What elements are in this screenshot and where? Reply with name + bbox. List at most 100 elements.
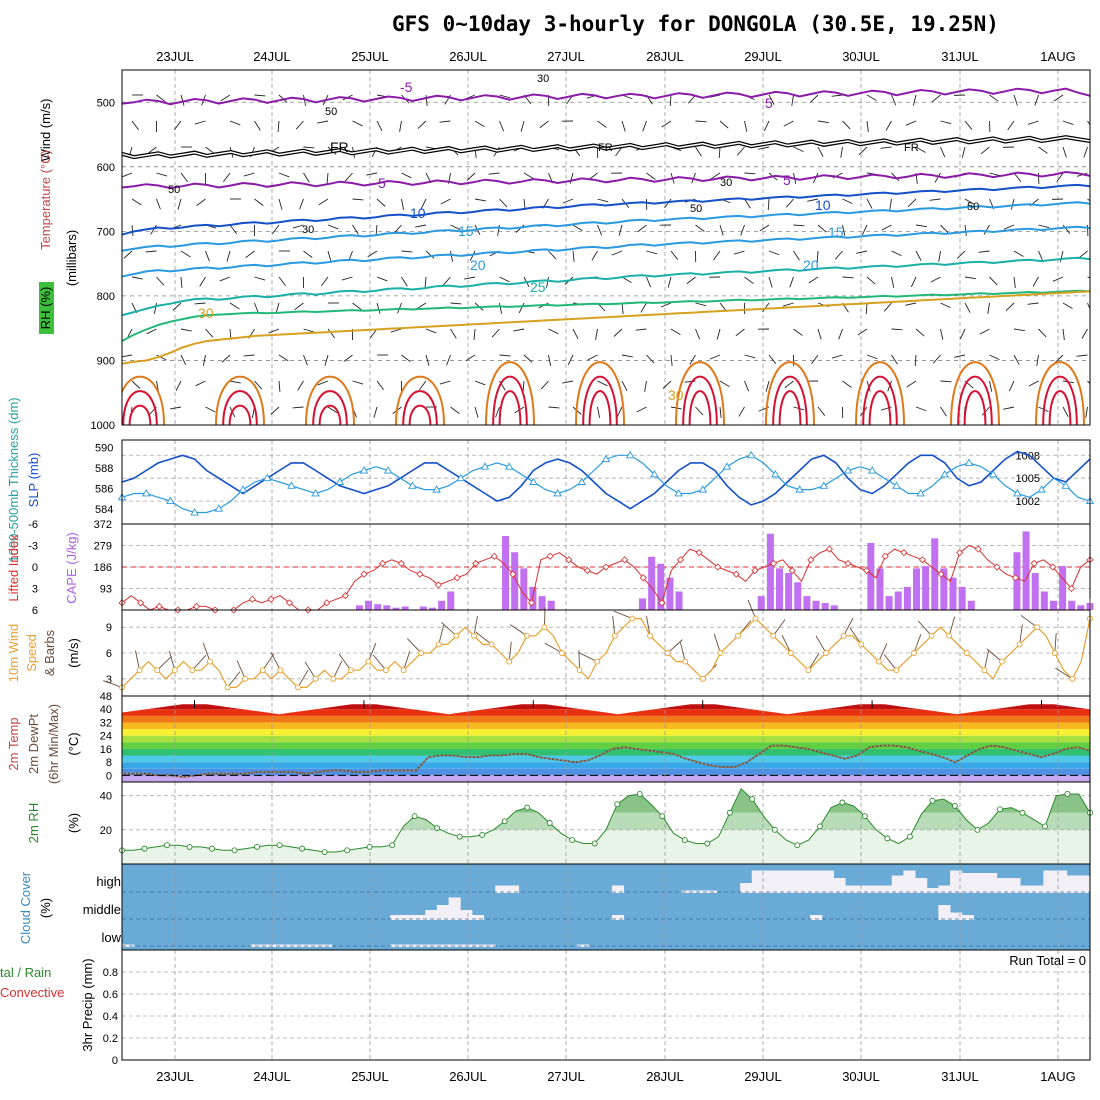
wind-barb bbox=[912, 94, 917, 106]
wind-barb bbox=[515, 224, 525, 233]
cape-bar bbox=[520, 568, 528, 610]
lifted-index-marker bbox=[546, 552, 554, 560]
thickness-marker bbox=[988, 469, 998, 478]
boundary-layer-contour bbox=[688, 390, 712, 425]
thickness-marker bbox=[166, 496, 175, 505]
wind-barb bbox=[326, 172, 329, 184]
wind-barb bbox=[122, 172, 133, 178]
wind-barb bbox=[695, 224, 705, 232]
wind-barb bbox=[439, 380, 451, 385]
thickness-marker bbox=[771, 469, 780, 478]
cloud-cover-block bbox=[856, 885, 869, 893]
wind-barb bbox=[123, 250, 133, 259]
wind-barb bbox=[747, 599, 757, 619]
wind-barb bbox=[660, 302, 672, 308]
cape-bar bbox=[438, 600, 446, 610]
cape-bar bbox=[648, 556, 656, 610]
wind-unit-label: (m/s) bbox=[66, 638, 81, 668]
cloud-cover-block bbox=[425, 910, 438, 920]
cape-bar bbox=[803, 596, 811, 610]
slp-line bbox=[121, 450, 1091, 510]
top-date-label: 1AUG bbox=[1040, 49, 1075, 64]
wind-barb bbox=[156, 655, 172, 671]
boundary-layer-contour bbox=[772, 375, 808, 425]
temp-band bbox=[122, 709, 1090, 716]
cape-bar bbox=[392, 607, 400, 610]
temp-tick-label: 32 bbox=[100, 717, 112, 729]
lifted-index-marker bbox=[137, 599, 145, 607]
wind-barb bbox=[865, 302, 868, 315]
wind-barb bbox=[940, 302, 951, 309]
cape-bar bbox=[428, 607, 436, 610]
wind-barb bbox=[989, 354, 1000, 361]
wind-barb bbox=[940, 328, 944, 340]
cape-bar bbox=[812, 600, 820, 610]
wind-barb bbox=[275, 302, 280, 314]
cloud-cover-block bbox=[763, 870, 776, 893]
wind-barb bbox=[352, 302, 362, 310]
cape-bar bbox=[401, 606, 409, 610]
wind-barb bbox=[546, 276, 549, 288]
rh-marker bbox=[186, 843, 193, 850]
cape-bar bbox=[1077, 605, 1085, 610]
wind-barb bbox=[572, 224, 583, 232]
wind-barb bbox=[983, 224, 990, 235]
wind-barb bbox=[332, 660, 343, 679]
thickness-marker bbox=[795, 485, 804, 493]
wind-barb bbox=[508, 641, 512, 662]
precip-tick-label: 0.4 bbox=[103, 1011, 118, 1023]
wind-barb bbox=[1038, 250, 1044, 262]
lifted-index-marker bbox=[248, 595, 256, 603]
wind-barb bbox=[793, 224, 805, 227]
wind-speed-marker bbox=[629, 615, 636, 622]
wind-speed-line bbox=[121, 617, 1091, 688]
cape-bar bbox=[1049, 600, 1057, 610]
wind-barb bbox=[644, 380, 647, 392]
thickness-axis-label: 1000-500mb Thickness (dm) bbox=[6, 397, 21, 562]
wind-barb bbox=[520, 120, 525, 132]
wind-barb bbox=[372, 654, 387, 671]
wind-barb bbox=[891, 276, 895, 288]
wind-barb bbox=[980, 146, 990, 155]
wind-barb bbox=[842, 380, 852, 388]
wind-speed-marker bbox=[171, 667, 178, 674]
wind-barb bbox=[303, 328, 315, 333]
cape-bar bbox=[502, 536, 510, 610]
thickness-marker bbox=[504, 462, 514, 470]
wind-barb bbox=[719, 406, 722, 418]
bottom-date-label: 27JUL bbox=[547, 1069, 585, 1084]
lifted-index-marker bbox=[714, 563, 722, 571]
wind-speed-marker bbox=[752, 615, 759, 622]
wind-barb bbox=[695, 406, 704, 416]
cape-bar bbox=[967, 600, 975, 610]
wind-speed-axis-label: Speed bbox=[24, 634, 39, 672]
rh-marker bbox=[839, 799, 846, 806]
wind-barb bbox=[513, 328, 525, 332]
wind-speed-marker bbox=[594, 658, 601, 665]
wind-barb bbox=[229, 380, 241, 384]
wind-barb bbox=[915, 406, 927, 412]
boundary-layer-contour bbox=[318, 404, 342, 425]
wind-barb bbox=[450, 302, 462, 305]
wind-barb bbox=[987, 302, 990, 314]
wind-speed-marker bbox=[928, 632, 935, 639]
wind-barb bbox=[196, 198, 206, 206]
wind-barb bbox=[278, 380, 281, 392]
temp-band bbox=[122, 762, 1090, 769]
wind-barb bbox=[518, 302, 525, 314]
wind-barb bbox=[940, 120, 952, 125]
rh-contour-label: 30 bbox=[720, 177, 732, 189]
wind-barb bbox=[670, 328, 681, 336]
temp-tick-label: 16 bbox=[100, 744, 112, 756]
wind-speed-marker bbox=[506, 658, 513, 665]
wind-barb bbox=[1081, 328, 1088, 339]
cape-axis-label: CAPE (J/kg) bbox=[64, 532, 79, 604]
wind-speed-marker bbox=[611, 632, 618, 639]
thickness-marker bbox=[698, 485, 708, 493]
wind-barb bbox=[425, 94, 428, 106]
pressure-tick-label: 800 bbox=[97, 291, 115, 303]
wind-barb bbox=[735, 328, 745, 337]
wind-barb bbox=[1038, 146, 1048, 154]
lifted-index-marker bbox=[807, 556, 815, 564]
lifted-index-axis-label: Lifted Index bbox=[6, 534, 21, 602]
